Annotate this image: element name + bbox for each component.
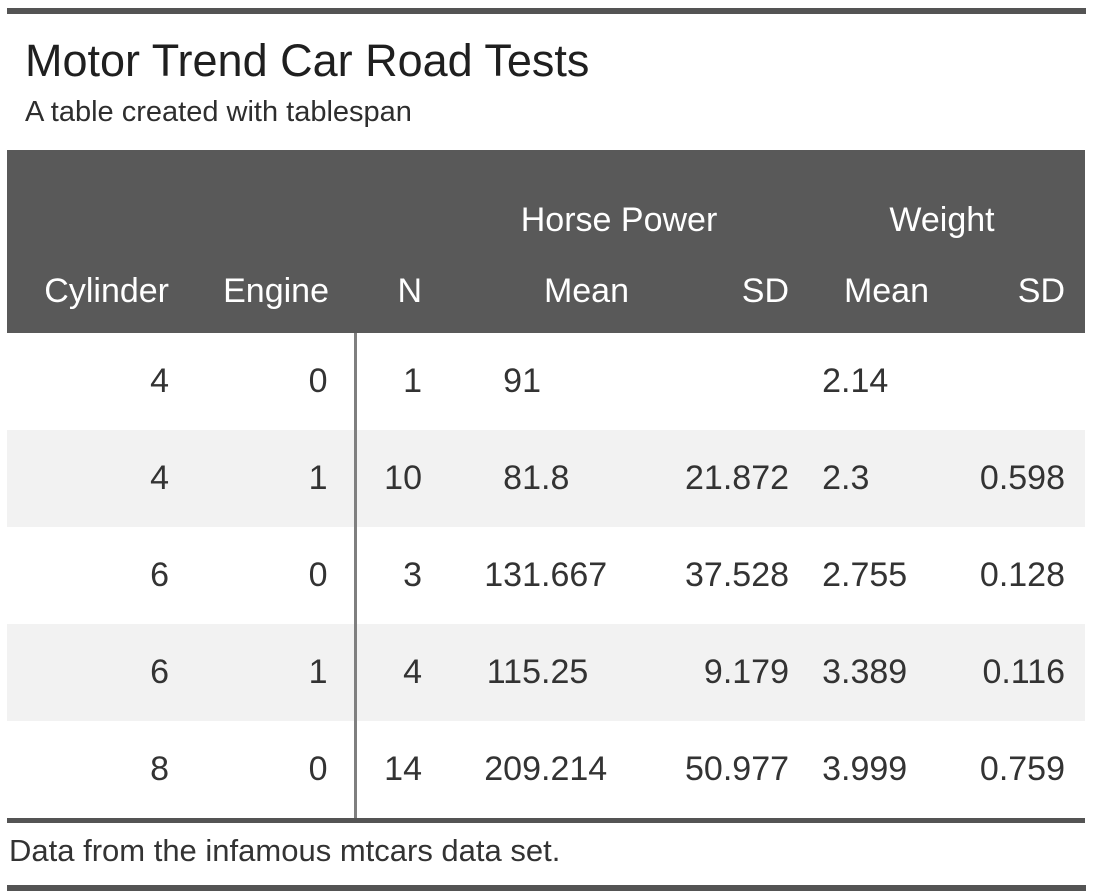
cell-fraction-part: .8 (541, 459, 570, 497)
table-cell: 10 (353, 430, 439, 527)
cell-fraction-part: .25 (541, 653, 589, 691)
table-cell: 0 (308, 750, 328, 788)
table-cell: 0 (308, 362, 328, 400)
table-cell: 91 (439, 333, 639, 430)
table-cell: 2.14 (799, 333, 929, 430)
header-cell-1-engine: Engine (187, 250, 355, 333)
spanner-cell-horse-power: Horse Power (439, 150, 800, 250)
table-cell: 115.25 (439, 624, 639, 721)
table-row: 4 0 1 91 2.14 (7, 333, 1085, 430)
table-cell: 8 (150, 750, 169, 788)
table-body: 4 0 1 91 2.14 4 1 10 81.8 21.872 2.3 0.598 6 0 3 131.66… (7, 333, 1086, 821)
table-row: 6 1 4 115.25 9.179 3.389 0.116 (7, 624, 1086, 721)
top-rule (7, 8, 1086, 14)
cell-integer-part: 209 (484, 750, 541, 788)
table-cell: 81.8 (439, 430, 639, 527)
table-subtitle: A table created with tablespan (25, 96, 412, 128)
table-title: Motor Trend Car Road Tests (25, 35, 590, 86)
table-cell: 0.759 (979, 750, 1066, 788)
table-cell: 3.389 (799, 624, 930, 721)
table-footnote: Data from the infamous mtcars data set. (9, 833, 561, 868)
table-cell: 0.598 (929, 430, 1086, 527)
cell-fraction-part: .3 (841, 459, 870, 497)
cell-integer-part: 131 (484, 556, 541, 594)
table-cell: 9.179 (639, 624, 800, 721)
table-cell: 2.755 (799, 527, 929, 624)
cell-integer-part: 3 (822, 750, 842, 788)
table-row: 4 1 10 81.8 21.872 2.3 0.598 (7, 430, 1086, 527)
header-cell-0-cylinder: Cylinder (7, 250, 187, 333)
table-cell: 21.872 (639, 430, 800, 527)
table-cell: 4 (150, 362, 169, 400)
table-cell (639, 333, 799, 430)
table-cell: 131.667 (439, 527, 639, 624)
cell-fraction-part: .755 (841, 556, 908, 594)
table-row: 6 0 3 131.667 37.528 2.755 0.128 (7, 527, 1085, 624)
table-cell (929, 333, 1085, 430)
cell-integer-part: 81 (503, 459, 541, 497)
table-cell: 4 (353, 624, 439, 721)
cell-fraction-part: .667 (541, 556, 608, 594)
table-cell: 2.3 (799, 430, 930, 527)
table-cell: 50.977 (685, 750, 790, 788)
cell-fraction-part: .14 (841, 362, 889, 400)
table-header: Horse Power Weight Cylinder Engine N Mean SD Me… (7, 150, 1086, 333)
table-cell: 0 (308, 556, 328, 594)
spanner-spacer-cell (7, 150, 439, 250)
header-row: Cylinder Engine N Mean SD Mean SD (7, 250, 1086, 333)
mtcars-summary-table: Horse Power Weight Cylinder Engine N Mean SD Me… (7, 150, 1086, 823)
header-cell-4-sd: SD (639, 250, 800, 333)
table-cell: 1 (353, 333, 439, 430)
table-row: 8 0 14 209.214 50.977 3.999 0.759 (7, 721, 1085, 821)
table-cell: 209.214 (439, 721, 639, 821)
bottom-rule (7, 885, 1086, 891)
table-cell: 6 (150, 556, 169, 594)
cell-integer-part: 2 (822, 362, 842, 400)
cell-integer-part: 2 (822, 459, 842, 497)
cell-integer-part: 2 (822, 556, 842, 594)
header-cell-6-sd: SD (929, 250, 1086, 333)
cell-integer-part: 3 (822, 653, 842, 691)
table-cell: 6 (7, 624, 187, 721)
cell-fraction-part: .214 (541, 750, 608, 788)
cell-integer-part: 91 (503, 362, 541, 400)
table-cell: 3 (353, 527, 439, 624)
header-cell-5-mean: Mean (799, 250, 930, 333)
table-cell: 0.116 (929, 624, 1086, 721)
cell-fraction-part: .999 (841, 750, 908, 788)
spanner-cell-weight: Weight (799, 150, 1086, 250)
cell-integer-part: 115 (486, 653, 541, 691)
table-cell: 4 (7, 430, 187, 527)
table-cell: 1 (187, 430, 355, 527)
table-cell: 1 (187, 624, 355, 721)
cell-fraction-part: .389 (841, 653, 908, 691)
table-cell: 14 (353, 721, 439, 821)
header-cell-3-mean: Mean (439, 250, 639, 333)
table-cell: 37.528 (685, 556, 790, 594)
table-cell: 3.999 (799, 721, 929, 821)
spanner-row: Horse Power Weight (7, 150, 1086, 250)
table-cell: 0.128 (979, 556, 1066, 594)
header-cell-2-n: N (355, 250, 439, 333)
